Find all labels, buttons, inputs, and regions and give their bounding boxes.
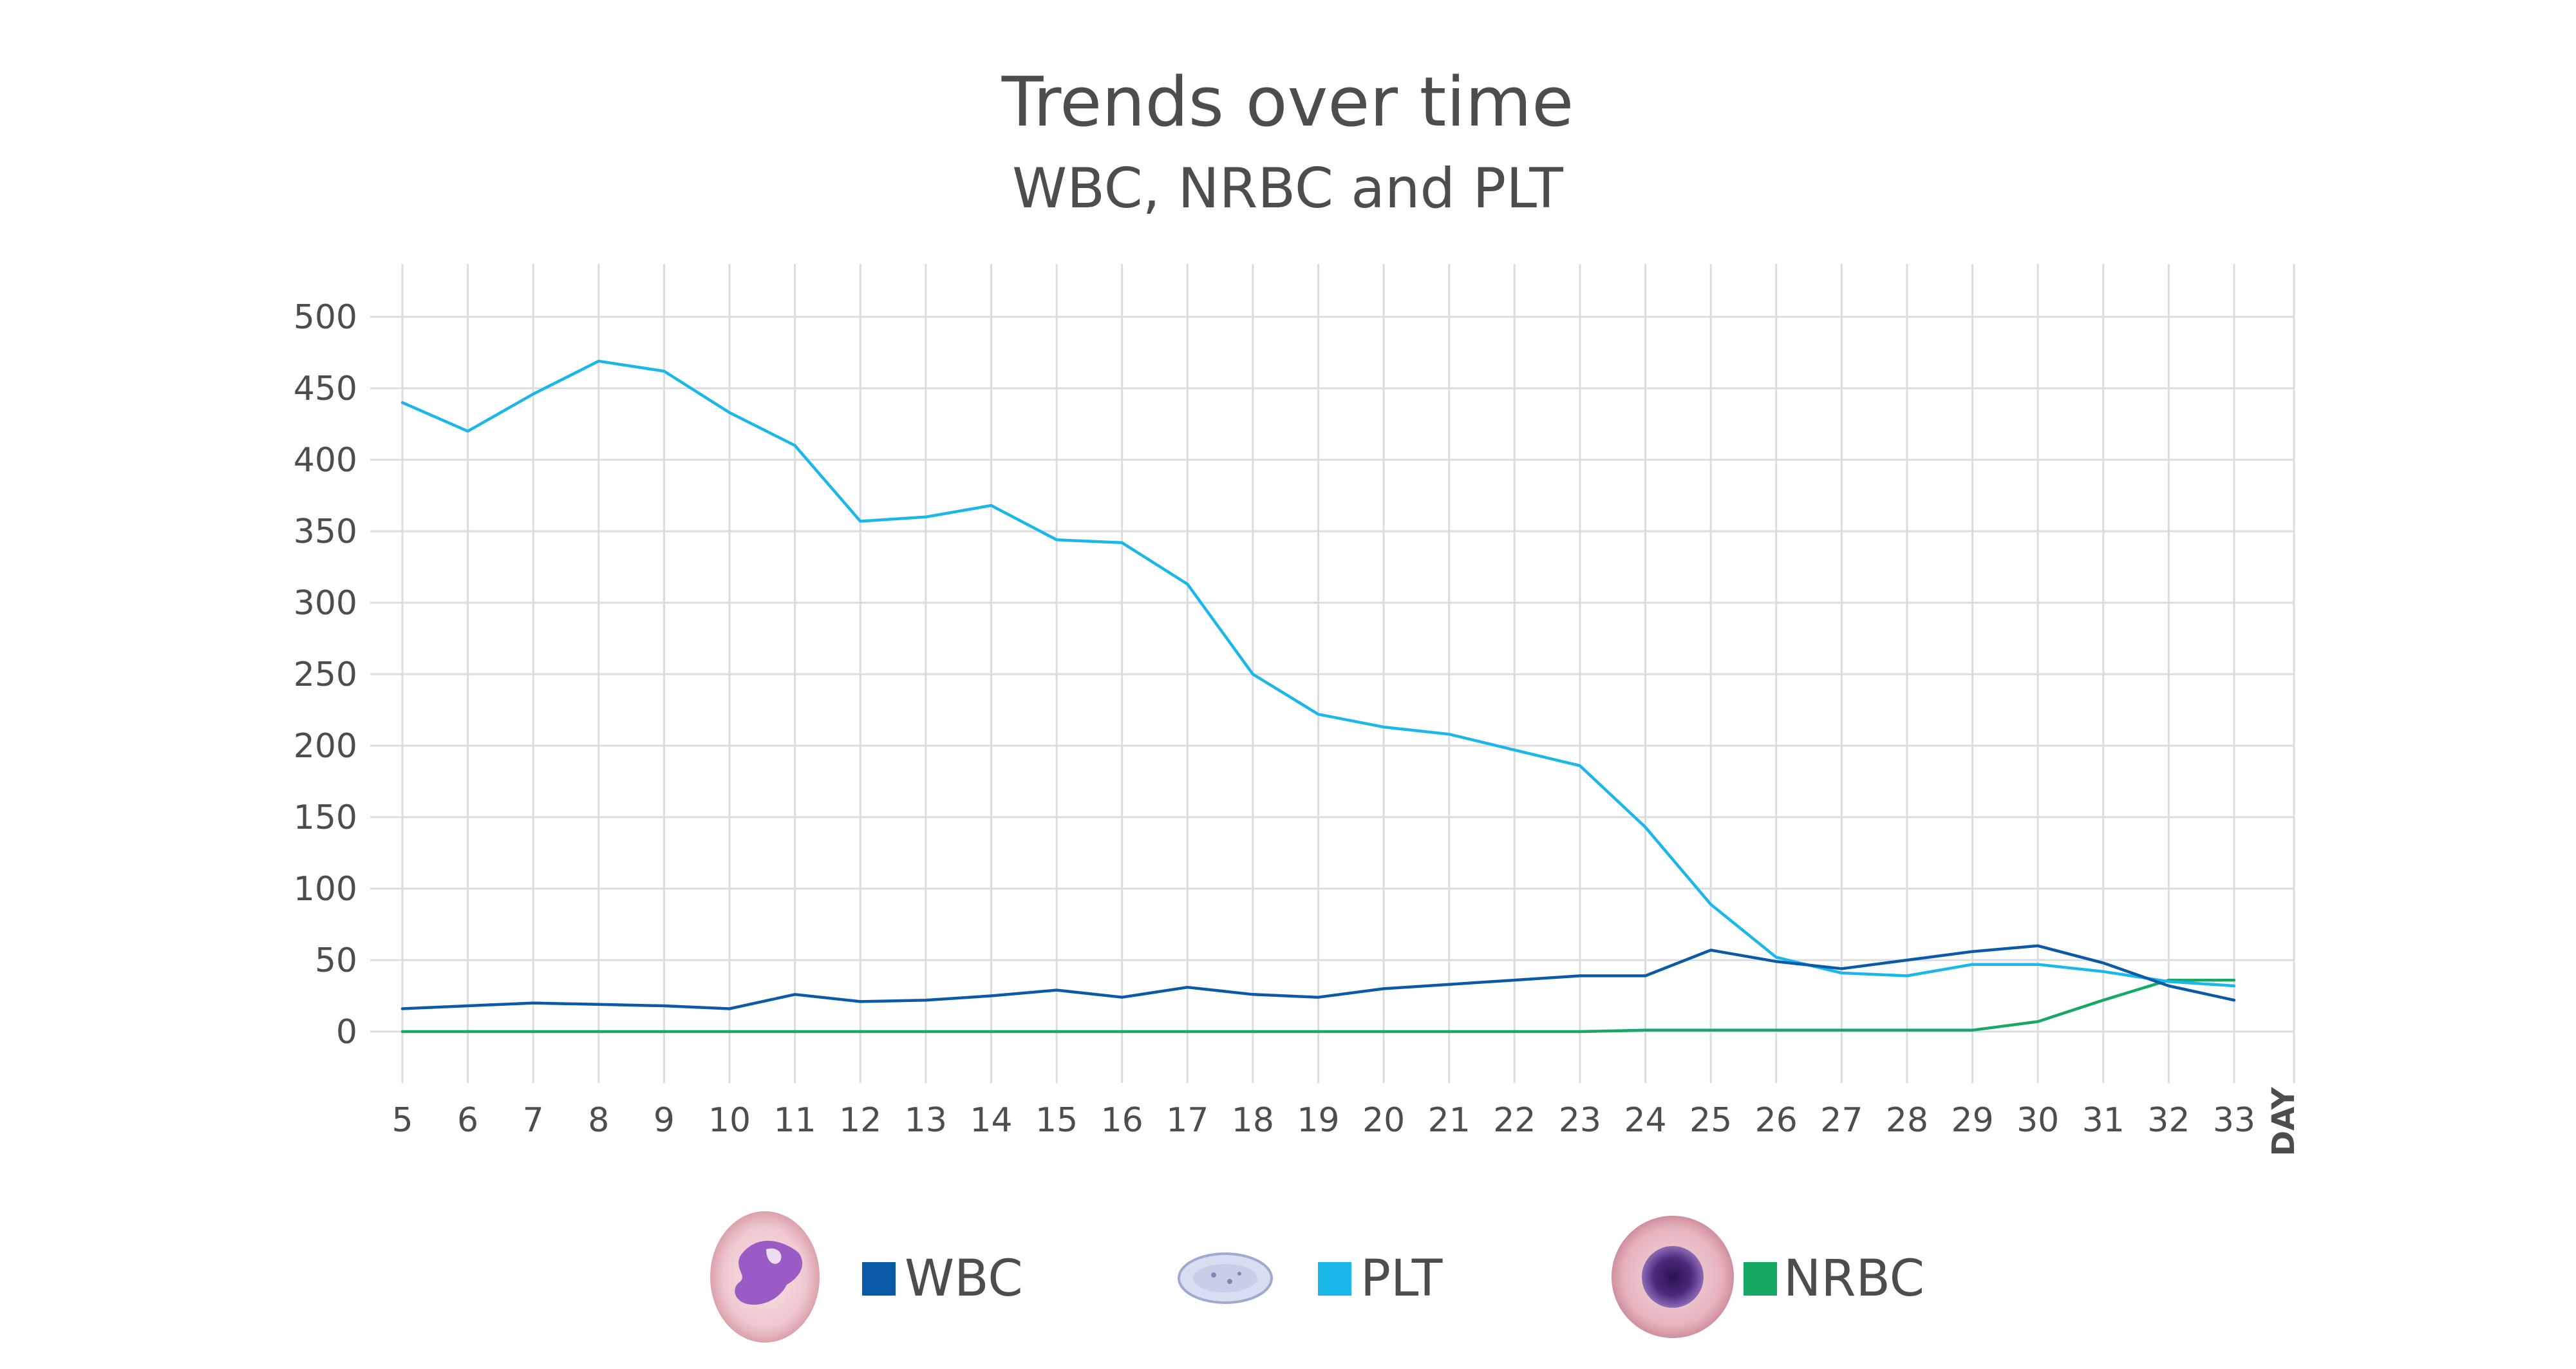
legend-label-plt: PLT <box>1360 1250 1443 1308</box>
x-tick-label: 15 <box>1035 1101 1078 1140</box>
x-tick-label: 10 <box>708 1101 751 1140</box>
y-tick-label: 0 <box>336 1013 357 1052</box>
x-tick-label: 24 <box>1624 1101 1666 1140</box>
x-tick-label: 22 <box>1493 1101 1536 1140</box>
x-tick-label: 23 <box>1559 1101 1601 1140</box>
x-tick-label: 19 <box>1297 1101 1339 1140</box>
y-tick-label: 250 <box>294 656 357 694</box>
y-tick-label: 500 <box>294 298 357 337</box>
y-tick-label: 200 <box>294 727 357 766</box>
x-axis-label: DAY <box>2266 1086 2302 1156</box>
x-tick-label: 29 <box>1951 1101 1993 1140</box>
y-tick-label: 300 <box>294 584 357 623</box>
nucleated-red-cell-icon <box>1612 1216 1734 1338</box>
x-tick-label: 11 <box>774 1101 816 1140</box>
x-tick-label: 12 <box>839 1101 881 1140</box>
platelet-cell-icon <box>1178 1252 1273 1304</box>
series-line-nrbc <box>400 978 2236 1034</box>
x-tick-label: 16 <box>1101 1101 1143 1140</box>
x-tick-label: 8 <box>588 1101 609 1140</box>
legend-swatch-nrbc <box>1744 1262 1777 1296</box>
y-tick-label: 50 <box>315 941 357 980</box>
grid-lines <box>370 264 2295 1083</box>
x-tick-label: 28 <box>1886 1101 1928 1140</box>
x-tick-label: 27 <box>1820 1101 1863 1140</box>
x-tick-label: 33 <box>2213 1101 2255 1140</box>
legend-swatch-wbc <box>862 1262 896 1296</box>
x-tick-label: 25 <box>1689 1101 1732 1140</box>
x-tick-label: 6 <box>457 1101 478 1140</box>
y-tick-label: 350 <box>294 513 357 551</box>
y-tick-label: 400 <box>294 441 357 480</box>
x-tick-label: 5 <box>391 1101 413 1140</box>
x-tick-label: 20 <box>1362 1101 1405 1140</box>
series-line-wbc <box>400 944 2236 1010</box>
x-axis-tick-labels: 5 6 7 8 9 10 11 12 13 14 15 16 17 18 19 20 21 22 23 24 25 26 2… <box>391 1101 2255 1140</box>
legend-label-wbc: WBC <box>905 1250 1023 1308</box>
neutrophil-cell-icon <box>710 1211 820 1343</box>
series-line-plt <box>400 359 2236 988</box>
x-tick-label: 17 <box>1166 1101 1208 1140</box>
x-tick-label: 31 <box>2082 1101 2125 1140</box>
legend-label-nrbc: NRBC <box>1783 1250 1924 1308</box>
chart-title: Trends over time <box>1001 62 1574 142</box>
legend-swatch-plt <box>1318 1262 1351 1296</box>
y-tick-label: 100 <box>294 870 357 909</box>
x-tick-label: 18 <box>1232 1101 1274 1140</box>
x-tick-label: 13 <box>905 1101 947 1140</box>
x-tick-label: 32 <box>2147 1101 2190 1140</box>
y-tick-label: 150 <box>294 798 357 837</box>
x-tick-label: 9 <box>653 1101 675 1140</box>
chart-subtitle: WBC, NRBC and PLT <box>1012 156 1563 221</box>
legend: WBC PLT NRBC <box>710 1211 1924 1343</box>
series-lines <box>400 359 2236 1034</box>
y-tick-label: 450 <box>294 370 357 408</box>
x-tick-label: 7 <box>523 1101 544 1140</box>
x-tick-label: 21 <box>1428 1101 1471 1140</box>
y-axis-tick-labels: 0 50 100 150 200 250 300 350 400 450 500 <box>294 298 357 1052</box>
x-tick-label: 26 <box>1755 1101 1798 1140</box>
x-tick-label: 30 <box>2017 1101 2059 1140</box>
x-tick-label: 14 <box>970 1101 1012 1140</box>
